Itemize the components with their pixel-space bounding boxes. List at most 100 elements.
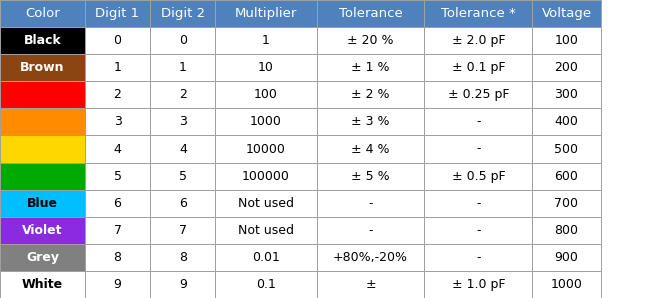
Text: 700: 700 (554, 197, 579, 210)
Text: 3: 3 (114, 115, 121, 128)
Text: 800: 800 (554, 224, 579, 237)
Bar (532, 271, 601, 298)
Bar (215, 0, 317, 27)
Bar (150, 136, 215, 162)
Bar (532, 54, 601, 81)
Text: Not used: Not used (238, 224, 294, 237)
Bar (532, 27, 601, 54)
Text: 200: 200 (554, 61, 579, 74)
Text: 8: 8 (114, 251, 121, 264)
Bar (424, 27, 532, 54)
Bar (317, 217, 424, 244)
Text: 1000: 1000 (250, 115, 282, 128)
Bar (317, 244, 424, 271)
Bar (317, 271, 424, 298)
Text: 6: 6 (114, 197, 121, 210)
Bar (424, 271, 532, 298)
Bar (424, 108, 532, 136)
Text: -: - (476, 251, 481, 264)
Bar (532, 190, 601, 217)
Bar (215, 271, 317, 298)
Bar (317, 54, 424, 81)
Text: ± 4 %: ± 4 % (351, 142, 390, 156)
Text: 100: 100 (554, 34, 579, 47)
Bar (215, 27, 317, 54)
Bar (150, 271, 215, 298)
Text: Yellow: Yellow (20, 142, 65, 156)
Bar (85, 136, 150, 162)
Bar (0, 54, 85, 81)
Bar (150, 81, 215, 108)
Bar (150, 190, 215, 217)
Text: 8: 8 (179, 251, 187, 264)
Bar (0, 108, 85, 136)
Bar (317, 108, 424, 136)
Text: ± 20 %: ± 20 % (347, 34, 394, 47)
Text: 1: 1 (179, 61, 187, 74)
Bar (85, 271, 150, 298)
Text: 10: 10 (258, 61, 274, 74)
Bar (215, 190, 317, 217)
Text: 900: 900 (554, 251, 579, 264)
Text: -: - (476, 142, 481, 156)
Bar (85, 217, 150, 244)
Text: 0.1: 0.1 (256, 278, 276, 291)
Text: -: - (368, 224, 373, 237)
Bar (424, 190, 532, 217)
Bar (215, 162, 317, 190)
Bar (85, 81, 150, 108)
Text: 0.01: 0.01 (252, 251, 280, 264)
Text: 0: 0 (179, 34, 187, 47)
Bar (215, 108, 317, 136)
Text: Voltage: Voltage (541, 7, 592, 20)
Bar (0, 81, 85, 108)
Text: Tolerance: Tolerance (339, 7, 402, 20)
Text: 100000: 100000 (242, 170, 290, 183)
Bar (0, 136, 85, 162)
Text: -: - (476, 115, 481, 128)
Bar (532, 108, 601, 136)
Text: 100: 100 (254, 88, 278, 101)
Bar (317, 190, 424, 217)
Text: ± 0.1 pF: ± 0.1 pF (452, 61, 505, 74)
Text: Grey: Grey (26, 251, 59, 264)
Bar (85, 190, 150, 217)
Bar (0, 271, 85, 298)
Bar (150, 0, 215, 27)
Bar (424, 244, 532, 271)
Bar (317, 27, 424, 54)
Text: Tolerance *: Tolerance * (441, 7, 516, 20)
Text: 4: 4 (179, 142, 187, 156)
Bar (215, 244, 317, 271)
Text: ± 0.25 pF: ± 0.25 pF (447, 88, 509, 101)
Text: ± 1 %: ± 1 % (351, 61, 390, 74)
Text: 1: 1 (262, 34, 270, 47)
Text: ± 2.0 pF: ± 2.0 pF (452, 34, 505, 47)
Bar (215, 81, 317, 108)
Text: 9: 9 (179, 278, 187, 291)
Text: Green: Green (22, 170, 63, 183)
Bar (150, 108, 215, 136)
Text: Multiplier: Multiplier (235, 7, 297, 20)
Text: 10000: 10000 (246, 142, 286, 156)
Text: 600: 600 (554, 170, 579, 183)
Bar (424, 81, 532, 108)
Bar (317, 81, 424, 108)
Text: 0: 0 (114, 34, 121, 47)
Text: Black: Black (24, 34, 61, 47)
Bar (424, 217, 532, 244)
Text: 9: 9 (114, 278, 121, 291)
Text: Orange: Orange (17, 115, 68, 128)
Bar (424, 136, 532, 162)
Text: -: - (476, 197, 481, 210)
Bar (150, 162, 215, 190)
Bar (0, 190, 85, 217)
Text: Digit 1: Digit 1 (95, 7, 140, 20)
Text: 400: 400 (554, 115, 579, 128)
Text: -: - (476, 224, 481, 237)
Bar (85, 0, 150, 27)
Text: +80%,-20%: +80%,-20% (333, 251, 408, 264)
Text: 300: 300 (554, 88, 579, 101)
Text: 5: 5 (179, 170, 187, 183)
Bar (85, 27, 150, 54)
